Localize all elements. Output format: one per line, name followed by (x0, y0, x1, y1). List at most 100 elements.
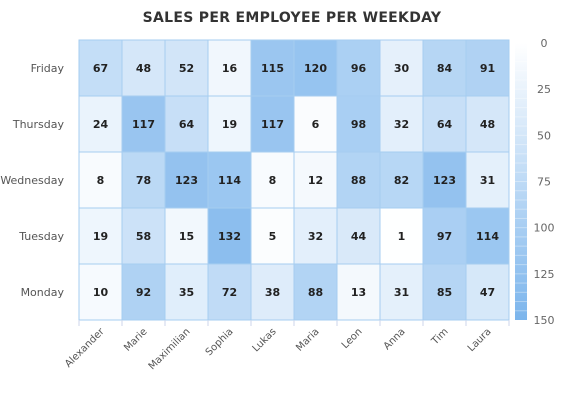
legend-tick-label: 50 (537, 129, 551, 142)
y-tick-label: Tuesday (18, 230, 64, 243)
cell-value-label: 85 (437, 286, 452, 299)
legend-tick-label: 25 (537, 83, 551, 96)
heatmap-cell[interactable] (336, 263, 381, 321)
legend-tick-label: 75 (537, 176, 551, 189)
cell-value-label: 38 (265, 286, 280, 299)
heatmap-cell[interactable] (121, 95, 166, 153)
heatmap-cell[interactable] (465, 95, 510, 153)
cell-value-label: 82 (394, 174, 409, 187)
y-axis-labels: Friday Thursday Wednesday Tuesday Monday (0, 62, 64, 299)
cell-value-label: 97 (437, 230, 452, 243)
heatmap-cell[interactable] (336, 207, 381, 265)
heatmap-cell[interactable] (293, 95, 338, 153)
cell-value-label: 114 (476, 230, 499, 243)
legend-tick-label: 150 (534, 314, 555, 327)
heatmap-cell[interactable] (250, 263, 295, 321)
cell-value-label: 13 (351, 286, 366, 299)
heatmap-cell[interactable] (164, 151, 209, 209)
cell-value-label: 88 (351, 174, 366, 187)
legend-gradient-bar (515, 43, 527, 320)
heatmap-cell[interactable] (164, 263, 209, 321)
heatmap-cell[interactable] (465, 151, 510, 209)
cell-value-label: 32 (308, 230, 323, 243)
heatmap-cell[interactable] (379, 263, 424, 321)
cell-value-label: 72 (222, 286, 237, 299)
x-tick-label: Marie (122, 326, 149, 353)
cell-value-label: 8 (97, 174, 105, 187)
x-tick-label: Sophia (204, 326, 236, 358)
cell-value-label: 117 (132, 118, 155, 131)
heatmap-cell[interactable] (422, 95, 467, 153)
heatmap-cell[interactable] (121, 39, 166, 97)
cell-value-label: 48 (136, 62, 151, 75)
cell-value-label: 64 (437, 118, 453, 131)
cell-value-label: 92 (136, 286, 151, 299)
heatmap-cell[interactable] (78, 39, 123, 97)
cell-value-label: 120 (304, 62, 327, 75)
heatmap-cell[interactable] (78, 263, 123, 321)
heatmap-cell[interactable] (379, 95, 424, 153)
cell-value-label: 123 (175, 174, 198, 187)
cell-value-label: 96 (351, 62, 367, 75)
y-tick-label: Friday (31, 62, 65, 75)
cell-value-label: 5 (269, 230, 277, 243)
heatmap-cell[interactable] (164, 39, 209, 97)
legend-tick-label: 100 (534, 222, 555, 235)
cell-value-label: 44 (351, 230, 367, 243)
x-tick-label: Alexander (63, 326, 107, 370)
y-tick-label: Thursday (12, 118, 65, 131)
cell-value-label: 88 (308, 286, 323, 299)
cell-value-label: 58 (136, 230, 151, 243)
cell-value-label: 117 (261, 118, 284, 131)
y-tick-label: Wednesday (0, 174, 64, 187)
heatmap-cell[interactable] (465, 263, 510, 321)
cell-value-label: 31 (394, 286, 409, 299)
heatmap-cell[interactable] (336, 151, 381, 209)
cell-value-label: 19 (222, 118, 237, 131)
heatmap-cell[interactable] (336, 95, 381, 153)
cell-value-label: 6 (312, 118, 320, 131)
y-tick-label: Monday (21, 286, 65, 299)
heatmap-cell[interactable] (465, 39, 510, 97)
heatmap-cell[interactable] (422, 207, 467, 265)
cell-value-label: 8 (269, 174, 277, 187)
cell-value-label: 10 (93, 286, 109, 299)
heatmap-cell[interactable] (293, 207, 338, 265)
heatmap-cell[interactable] (121, 263, 166, 321)
cell-value-label: 98 (351, 118, 366, 131)
heatmap-cell[interactable] (121, 151, 166, 209)
heatmap-cell[interactable] (422, 263, 467, 321)
cell-value-label: 15 (179, 230, 194, 243)
heatmap-cell[interactable] (207, 95, 252, 153)
cell-value-label: 114 (218, 174, 241, 187)
heatmap-cell[interactable] (78, 207, 123, 265)
heatmap-cell[interactable] (422, 151, 467, 209)
cell-value-label: 30 (394, 62, 410, 75)
cell-value-label: 78 (136, 174, 151, 187)
cell-value-label: 1 (398, 230, 406, 243)
x-tick-label: Leon (340, 326, 365, 351)
cell-value-label: 84 (437, 62, 453, 75)
cell-value-label: 12 (308, 174, 323, 187)
legend-tick-label: 0 (541, 37, 548, 50)
x-tick-label: Anna (382, 326, 408, 352)
heatmap-cell[interactable] (465, 207, 510, 265)
x-tick-label: Maximilian (147, 326, 193, 372)
cell-value-label: 52 (179, 62, 194, 75)
cell-value-label: 32 (394, 118, 409, 131)
heatmap-cell[interactable] (379, 151, 424, 209)
cell-value-label: 123 (433, 174, 456, 187)
heatmap-cell[interactable] (78, 151, 123, 209)
heatmap-cell[interactable] (293, 39, 338, 97)
cell-value-label: 64 (179, 118, 195, 131)
x-tick-label: Maria (294, 326, 321, 353)
heatmap-cell[interactable] (293, 263, 338, 321)
cell-value-label: 19 (93, 230, 108, 243)
heatmap-cell[interactable] (379, 39, 424, 97)
x-tick-label: Lukas (251, 326, 279, 354)
cell-value-label: 16 (222, 62, 238, 75)
